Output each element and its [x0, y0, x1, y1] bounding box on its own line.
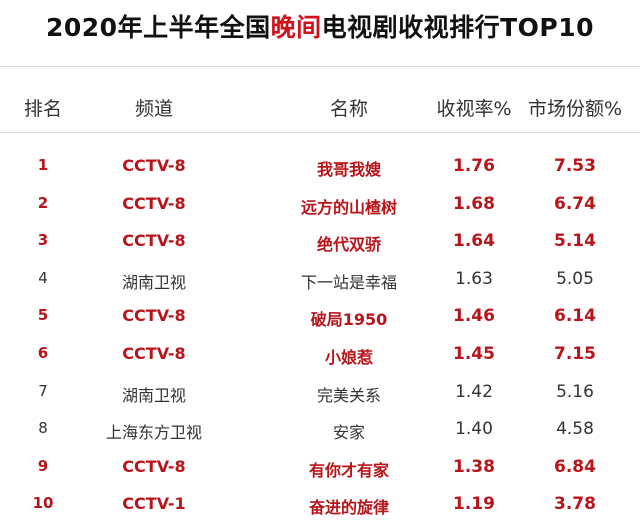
row-name: 远方的山楂树: [300, 197, 397, 217]
row-name: 绝代双骄: [316, 235, 381, 255]
row-rank: 2: [37, 193, 49, 212]
row-rank: 7: [38, 381, 48, 400]
row-share: 6.74: [554, 193, 596, 214]
row-rank: 9: [37, 456, 49, 475]
row-share: 5.14: [554, 231, 596, 252]
header-divider: [0, 132, 640, 133]
row-rank: 4: [38, 268, 48, 287]
row-name: 我哥我嫂: [316, 160, 381, 179]
row-name: 安家: [332, 423, 365, 443]
row-channel: 湖南卫视: [121, 385, 186, 405]
table-row: 9 CCTV-8 有你才有家 1.38 6.84: [0, 451, 640, 489]
row-channel: CCTV-1: [122, 494, 186, 514]
table-row: 2 CCTV-8 远方的山楂树 1.68 6.74: [0, 188, 640, 226]
row-rating: 1.19: [453, 494, 495, 515]
row-channel: CCTV-8: [122, 456, 186, 476]
row-share: 3.78: [554, 494, 596, 515]
row-channel: CCTV-8: [122, 231, 186, 251]
row-share: 5.16: [556, 381, 594, 402]
row-name: 奋进的旋律: [308, 498, 389, 518]
table-row: 3 CCTV-8 绝代双骄 1.64 5.14: [0, 225, 640, 263]
row-rating: 1.40: [455, 419, 493, 440]
row-channel: 上海东方卫视: [105, 423, 202, 443]
title-divider: [0, 66, 640, 67]
row-share: 7.15: [554, 343, 596, 364]
row-name: 破局1950: [310, 310, 388, 330]
row-rating: 1.38: [453, 456, 495, 477]
row-name: 完美关系: [316, 385, 381, 405]
header-name: 名称: [329, 98, 368, 120]
header-share: 市场份额%: [527, 98, 623, 120]
row-rating: 1.46: [453, 306, 495, 327]
table-row: 5 CCTV-8 破局1950 1.46 6.14: [0, 300, 640, 338]
row-rank: 5: [37, 306, 49, 325]
table-row: 8 上海东方卫视 安家 1.40 4.58: [0, 413, 640, 451]
table-row: 10 CCTV-1 奋进的旋律 1.19 3.78: [0, 488, 640, 526]
table-row: 7 湖南卫视 完美关系 1.42 5.16: [0, 376, 640, 414]
row-name: 小娘惹: [324, 347, 373, 367]
table-row: 6 CCTV-8 小娘惹 1.45 7.15: [0, 338, 640, 376]
header-rank: 排名: [23, 98, 62, 120]
table-row: 4 湖南卫视 下一站是幸福 1.63 5.05: [0, 263, 640, 301]
row-channel: CCTV-8: [122, 193, 186, 213]
row-share: 6.84: [554, 456, 596, 477]
row-rating: 1.63: [455, 268, 493, 289]
table-body: 1 CCTV-8 我哥我嫂 1.76 7.53 2 CCTV-8 远方的山楂树 …: [0, 150, 640, 526]
header-rating: 收视率%: [436, 98, 512, 120]
row-share: 6.14: [554, 306, 596, 327]
row-rating: 1.45: [453, 343, 495, 364]
row-channel: CCTV-8: [122, 306, 186, 326]
row-rank: 6: [37, 343, 49, 362]
row-rating: 1.42: [455, 381, 493, 402]
row-rank: 8: [38, 419, 48, 438]
row-channel: 湖南卫视: [121, 272, 186, 292]
table-row: 1 CCTV-8 我哥我嫂 1.76 7.53: [0, 150, 640, 188]
title-prefix: 2020年上半年全国: [45, 13, 271, 42]
row-name: 下一站是幸福: [300, 272, 397, 292]
row-share: 4.58: [556, 419, 594, 440]
row-rating: 1.68: [453, 193, 495, 214]
row-share: 5.05: [556, 268, 594, 289]
row-channel: CCTV-8: [122, 156, 186, 175]
title-highlight: 晚间: [270, 13, 322, 42]
row-rank: 3: [37, 231, 49, 250]
page-title: 2020年上半年全国晚间电视剧收视排行TOP10: [0, 8, 640, 44]
row-channel: CCTV-8: [122, 343, 186, 363]
row-name: 有你才有家: [308, 460, 389, 480]
header-channel: 频道: [134, 98, 173, 120]
row-rating: 1.76: [453, 156, 495, 176]
row-rating: 1.64: [453, 231, 495, 252]
row-rank: 10: [32, 494, 54, 513]
row-share: 7.53: [554, 156, 596, 176]
row-rank: 1: [37, 156, 49, 174]
table-header: 排名 频道 名称 收视率% 市场份额%: [0, 94, 640, 120]
title-suffix: 电视剧收视排行TOP10: [321, 13, 595, 42]
